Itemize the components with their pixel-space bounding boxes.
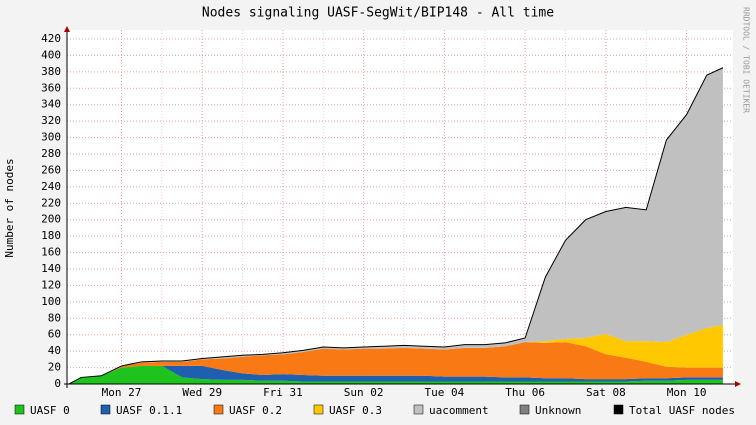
marks [68, 67, 724, 385]
y-tick-label: 160 [41, 246, 61, 259]
y-tick-label: 300 [41, 131, 61, 144]
legend-label: UASF 0 [30, 404, 70, 417]
legend-label: Unknown [535, 404, 581, 417]
legend-label: UASF 0.1.1 [116, 404, 182, 417]
y-tick-label: 20 [48, 361, 61, 374]
legend-label: Total UASF nodes [629, 404, 735, 417]
y-tick-label: 100 [41, 295, 61, 308]
chart-title: Nodes signaling UASF-SegWit/BIP148 - All… [202, 6, 554, 21]
x-tick-label: Sat 08 [586, 386, 626, 399]
legend-swatch [613, 404, 624, 415]
x-arrow [735, 381, 741, 387]
y-tick-label: 60 [48, 328, 61, 341]
y-arrow [64, 26, 70, 32]
y-tick-label: 280 [41, 147, 61, 160]
y-tick-label: 120 [41, 278, 61, 291]
axes [64, 26, 741, 388]
x-tick-label: Tue 04 [425, 386, 465, 399]
legend-label: UASF 0.2 [229, 404, 282, 417]
legend-label: UASF 0.3 [329, 404, 382, 417]
legend-swatch [14, 404, 25, 415]
x-tick-label: Wed 29 [182, 386, 222, 399]
area [69, 324, 723, 384]
y-tick-label: 360 [41, 81, 61, 94]
y-tick-label: 420 [41, 32, 61, 45]
legend-swatch [313, 404, 324, 415]
credit: RRDTOOL / TOBI OETIKER [742, 7, 751, 113]
area [69, 365, 723, 384]
y-tick-label: 240 [41, 180, 61, 193]
y-axis-label: Number of nodes [3, 158, 16, 257]
area [69, 342, 723, 384]
x-tick-label: Fri 31 [263, 386, 303, 399]
legend-swatch [413, 404, 424, 415]
total-line [68, 67, 724, 385]
area [69, 365, 723, 384]
y-tick-label: 320 [41, 114, 61, 127]
x-tick-label: Sun 02 [344, 386, 384, 399]
legend-swatch [519, 404, 530, 415]
y-tick-label: 340 [41, 98, 61, 111]
area [69, 67, 723, 384]
y-tick-label: 40 [48, 344, 61, 357]
legend-swatch [100, 404, 111, 415]
y-tick-label: 0 [54, 377, 61, 390]
y-tick-label: 400 [41, 48, 61, 61]
y-tick-label: 180 [41, 229, 61, 242]
y-tick-label: 220 [41, 196, 61, 209]
y-tick-label: 200 [41, 213, 61, 226]
x-tick-label: Thu 06 [505, 386, 545, 399]
x-tick-label: Mon 27 [102, 386, 142, 399]
y-tick-label: 380 [41, 65, 61, 78]
legend: UASF 0 UASF 0.1.1 UASF 0.2 UASF 0.3 uacommen… [14, 404, 735, 417]
y-tick-label: 140 [41, 262, 61, 275]
x-tick-label: Mon 10 [667, 386, 707, 399]
y-tick-label: 80 [48, 311, 61, 324]
legend-swatch [213, 404, 224, 415]
y-tick-label: 260 [41, 163, 61, 176]
legend-label: uacomment [429, 404, 489, 417]
